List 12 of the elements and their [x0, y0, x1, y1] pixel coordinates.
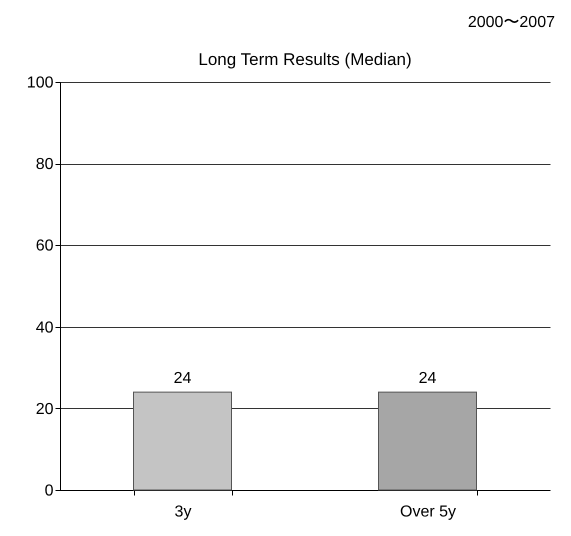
data-label: 24	[418, 370, 436, 388]
x-tick-label: 3y	[174, 504, 192, 520]
y-tick-label: 80	[36, 156, 54, 174]
y-tick-label: 40	[36, 319, 54, 336]
x-tick-label: Over 5y	[400, 504, 456, 520]
y-tick-label: 60	[36, 238, 54, 255]
text: 2000〜2007	[468, 14, 556, 31]
y-tick-label: 0	[44, 482, 54, 500]
y-tick-label: 100	[26, 74, 54, 92]
y-tick-label: 20	[36, 400, 54, 418]
data-label: 24	[174, 370, 192, 388]
chart-title: Long Term Results (Median)	[198, 50, 412, 69]
